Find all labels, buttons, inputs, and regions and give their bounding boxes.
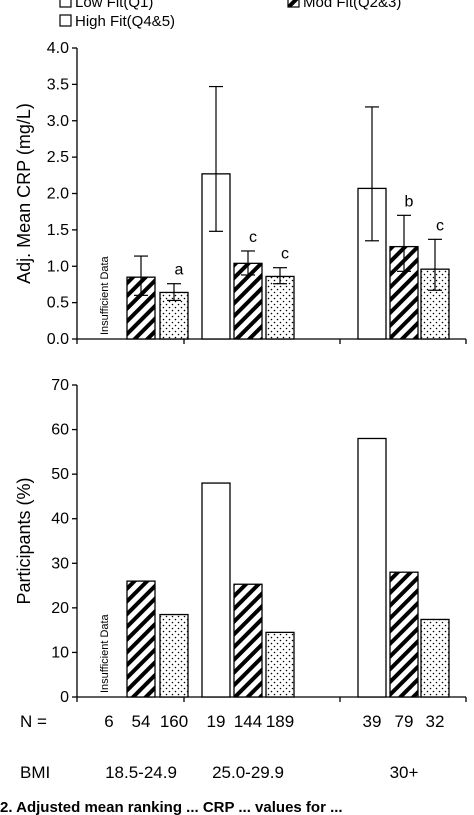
participants-bar-mod-fit-bmi-overweight: [233, 583, 263, 698]
crp-y-tick-label: 4.0: [47, 40, 69, 57]
participants-bar-low-fit-bmi-overweight: [201, 482, 231, 698]
participants-y-axis-title: Participants (%): [14, 477, 34, 604]
participants-bar-mod-fit-bmi-normal: [126, 580, 156, 698]
legend-item-mod-fit: Mod Fit(Q2&3): [287, 0, 401, 11]
crp-bar-chart: Adj. Mean CRP (mg/L) 0.0 0.5 1.0 1.5 2.0 2.5 3…: [14, 40, 467, 348]
n-value-mod-fit-bmi-overweight: 144: [234, 712, 262, 731]
crp-significance-letter: c: [436, 217, 444, 234]
legend-swatch-high-fit: [59, 14, 72, 27]
figure-caption-fragment: 2. Adjusted mean ranking ... CRP ... val…: [0, 799, 343, 815]
participants-bar-low-fit-bmi-obese: [357, 437, 387, 698]
n-value-low-fit-bmi-overweight: 19: [207, 712, 226, 731]
crp-y-tick-label: 1.5: [47, 222, 69, 239]
n-value-low-fit-bmi-normal: 6: [104, 712, 113, 731]
participants-y-tick-label: 0: [60, 689, 69, 706]
bmi-category-bmi-normal: 18.5-24.9: [105, 763, 177, 782]
n-value-high-fit-bmi-normal: 160: [160, 712, 188, 731]
crp-y-tick-label: 3.0: [47, 113, 69, 130]
crp-y-tick-label: 1.0: [47, 258, 69, 275]
bmi-category-bmi-obese: 30+: [390, 763, 419, 782]
crp-y-tick-label: 0.0: [47, 331, 69, 348]
n-value-mod-fit-bmi-normal: 54: [132, 712, 151, 731]
crp-significance-letter: b: [405, 193, 414, 210]
legend-item-high-fit: High Fit(Q4&5): [59, 13, 175, 30]
legend-swatch-low-fit: [59, 0, 72, 8]
participants-bar-high-fit-bmi-obese: [420, 618, 450, 698]
participants-y-tick-label: 70: [51, 377, 69, 394]
n-value-high-fit-bmi-obese: 32: [426, 712, 445, 731]
crp-insufficient-data-label: Insufficient Data: [99, 255, 111, 335]
participants-bar-mod-fit-bmi-obese: [389, 571, 419, 698]
crp-bar-mod-fit-bmi-overweight: [233, 262, 263, 340]
legend-label-high-fit: High Fit(Q4&5): [75, 13, 175, 30]
crp-y-tick-label: 3.5: [47, 76, 69, 93]
participants-bar-high-fit-bmi-normal: [159, 613, 189, 698]
participants-insufficient-data-label: Insufficient Data: [99, 613, 111, 693]
participants-y-tick-label: 30: [51, 555, 69, 572]
participants-y-tick-label: 60: [51, 422, 69, 439]
sample-size-row: N = 6 54 160 19 144 189 39 79 32: [20, 712, 444, 731]
crp-significance-letter: c: [281, 246, 289, 263]
bmi-category-bmi-overweight: 25.0-29.9: [212, 763, 284, 782]
n-value-mod-fit-bmi-obese: 79: [395, 712, 414, 731]
crp-significance-letter: c: [249, 229, 257, 246]
participants-y-tick-label: 10: [51, 644, 69, 661]
n-value-low-fit-bmi-obese: 39: [363, 712, 382, 731]
crp-bar-high-fit-bmi-overweight: [265, 275, 295, 340]
crp-y-axis-title: Adj. Mean CRP (mg/L): [14, 103, 34, 284]
legend: Low Fit(Q1) Mod Fit(Q2&3) High Fit(Q4&5): [59, 0, 401, 30]
participants-y-tick-label: 40: [51, 511, 69, 528]
participants-y-tick-label: 20: [51, 600, 69, 617]
participants-bar-chart: Participants (%) 0 10 20 30 40 50 60 70 Insuffi…: [14, 377, 467, 706]
crp-y-tick-label: 2.5: [47, 149, 69, 166]
participants-bar-high-fit-bmi-overweight: [265, 631, 295, 698]
legend-label-mod-fit: Mod Fit(Q2&3): [303, 0, 401, 11]
legend-swatch-mod-fit: [287, 0, 300, 8]
bmi-label: BMI: [20, 763, 50, 782]
n-value-high-fit-bmi-overweight: 189: [266, 712, 294, 731]
crp-y-tick-label: 0.5: [47, 295, 69, 312]
crp-y-tick-label: 2.0: [47, 186, 69, 203]
legend-label-low-fit: Low Fit(Q1): [75, 0, 153, 11]
participants-y-tick-label: 50: [51, 466, 69, 483]
bmi-row: BMI 18.5-24.9 25.0-29.9 30+: [20, 763, 418, 782]
n-label: N =: [20, 712, 47, 731]
crp-significance-letter: a: [175, 262, 184, 279]
legend-item-low-fit: Low Fit(Q1): [59, 0, 153, 11]
